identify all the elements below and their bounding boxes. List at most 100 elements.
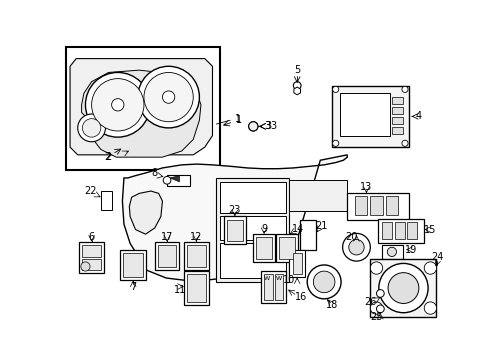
Text: 1: 1 [236, 115, 242, 125]
Circle shape [250, 123, 256, 130]
Bar [256, 237, 271, 259]
Bar [264, 274, 273, 300]
Bar [369, 259, 435, 316]
Polygon shape [70, 59, 212, 155]
Circle shape [248, 122, 257, 131]
Circle shape [332, 86, 338, 93]
Circle shape [342, 233, 369, 261]
Bar [391, 127, 402, 134]
Circle shape [82, 119, 101, 137]
Text: 20: 20 [344, 232, 357, 242]
Circle shape [376, 289, 384, 297]
Bar [391, 97, 402, 104]
Polygon shape [81, 70, 201, 157]
Bar [220, 182, 285, 213]
Text: 3: 3 [264, 121, 270, 131]
Bar [289, 249, 305, 277]
Circle shape [163, 176, 171, 184]
Circle shape [81, 262, 90, 271]
Polygon shape [170, 176, 179, 182]
Circle shape [424, 262, 436, 274]
Bar [123, 253, 143, 277]
Bar [289, 180, 346, 211]
Text: 24: 24 [430, 252, 443, 262]
Bar [292, 253, 301, 274]
Text: 14: 14 [291, 224, 304, 234]
Circle shape [424, 302, 436, 314]
Bar [394, 222, 404, 239]
Circle shape [378, 264, 427, 313]
Bar [154, 242, 179, 270]
Text: 6: 6 [88, 232, 95, 242]
Text: 23: 23 [228, 205, 241, 215]
Bar [346, 193, 408, 220]
Bar [101, 191, 111, 210]
Text: 25: 25 [369, 312, 382, 322]
Circle shape [143, 72, 193, 122]
Bar [354, 197, 366, 215]
Circle shape [250, 123, 256, 130]
Circle shape [248, 122, 257, 131]
Text: 1: 1 [234, 114, 241, 123]
Circle shape [306, 265, 341, 299]
Circle shape [250, 123, 256, 130]
Bar [391, 117, 402, 124]
Bar [391, 107, 402, 114]
Circle shape [386, 247, 396, 256]
Bar [183, 271, 208, 305]
Text: W: W [263, 275, 269, 280]
Bar [216, 178, 289, 282]
Bar [331, 86, 408, 147]
Circle shape [348, 239, 364, 255]
Bar [381, 245, 403, 259]
Circle shape [78, 114, 105, 142]
Polygon shape [129, 191, 162, 234]
Text: 3: 3 [270, 121, 276, 131]
Text: 5: 5 [293, 65, 300, 75]
Circle shape [138, 66, 199, 128]
Text: 21: 21 [314, 221, 326, 231]
Circle shape [250, 123, 256, 130]
Bar [226, 220, 242, 241]
Text: 4: 4 [415, 111, 421, 121]
Bar [79, 242, 104, 273]
Text: 8: 8 [151, 168, 158, 178]
Bar [253, 234, 274, 262]
Bar [369, 197, 382, 215]
Text: 18: 18 [325, 300, 337, 310]
Bar [299, 220, 316, 249]
Bar [120, 249, 146, 280]
Text: 2: 2 [103, 152, 110, 162]
Bar [167, 175, 190, 186]
Circle shape [401, 86, 407, 93]
Circle shape [369, 302, 382, 314]
Circle shape [85, 72, 150, 137]
Bar [82, 259, 101, 270]
Bar [187, 245, 205, 266]
Text: 9: 9 [261, 224, 266, 234]
Circle shape [293, 82, 301, 89]
Text: 10: 10 [283, 275, 295, 285]
Circle shape [369, 262, 382, 274]
Bar [158, 245, 176, 266]
Bar [407, 222, 416, 239]
Text: 11: 11 [174, 285, 186, 294]
Bar [377, 219, 424, 243]
Bar [82, 245, 101, 257]
Text: 22: 22 [84, 186, 97, 196]
Text: 19: 19 [404, 244, 416, 255]
Bar [220, 216, 285, 239]
Circle shape [111, 99, 123, 111]
Circle shape [250, 123, 256, 130]
Circle shape [313, 271, 334, 293]
Text: 16: 16 [294, 292, 306, 302]
Text: 17: 17 [161, 232, 173, 242]
Bar [276, 234, 297, 262]
Text: 12: 12 [190, 232, 202, 242]
Circle shape [162, 91, 174, 103]
Bar [274, 274, 282, 300]
Circle shape [91, 78, 143, 131]
Circle shape [376, 305, 384, 313]
Text: 3: 3 [265, 121, 271, 131]
Text: W: W [275, 275, 281, 280]
